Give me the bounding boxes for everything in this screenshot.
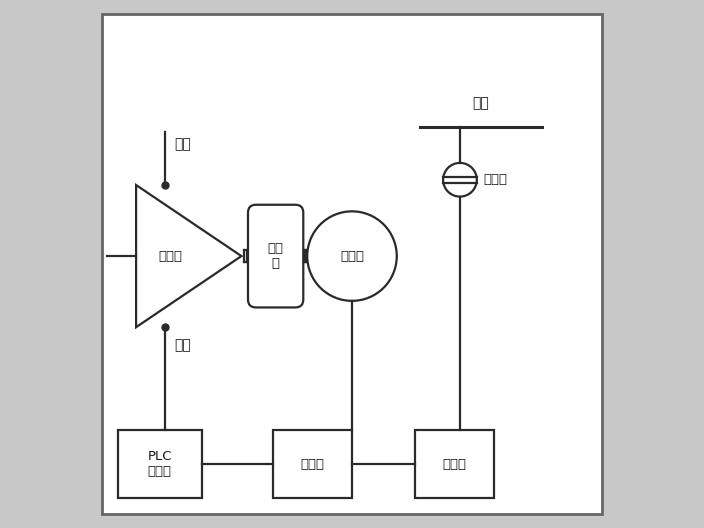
Bar <box>273 430 352 498</box>
Bar <box>415 430 494 498</box>
Text: 并网柜: 并网柜 <box>301 458 325 470</box>
Text: 减速
机: 减速 机 <box>268 242 284 270</box>
Text: 变压器: 变压器 <box>483 173 507 186</box>
FancyBboxPatch shape <box>102 14 602 514</box>
FancyBboxPatch shape <box>248 205 303 307</box>
Text: PLC
控制柜: PLC 控制柜 <box>148 450 172 478</box>
Text: 联络柜: 联络柜 <box>443 458 467 470</box>
Text: 动力机: 动力机 <box>158 250 182 262</box>
Text: 电网: 电网 <box>472 97 489 110</box>
Bar <box>118 430 202 498</box>
Text: 排汽: 排汽 <box>175 338 191 352</box>
Text: 进汽: 进汽 <box>175 138 191 152</box>
Text: 发电机: 发电机 <box>340 250 364 262</box>
